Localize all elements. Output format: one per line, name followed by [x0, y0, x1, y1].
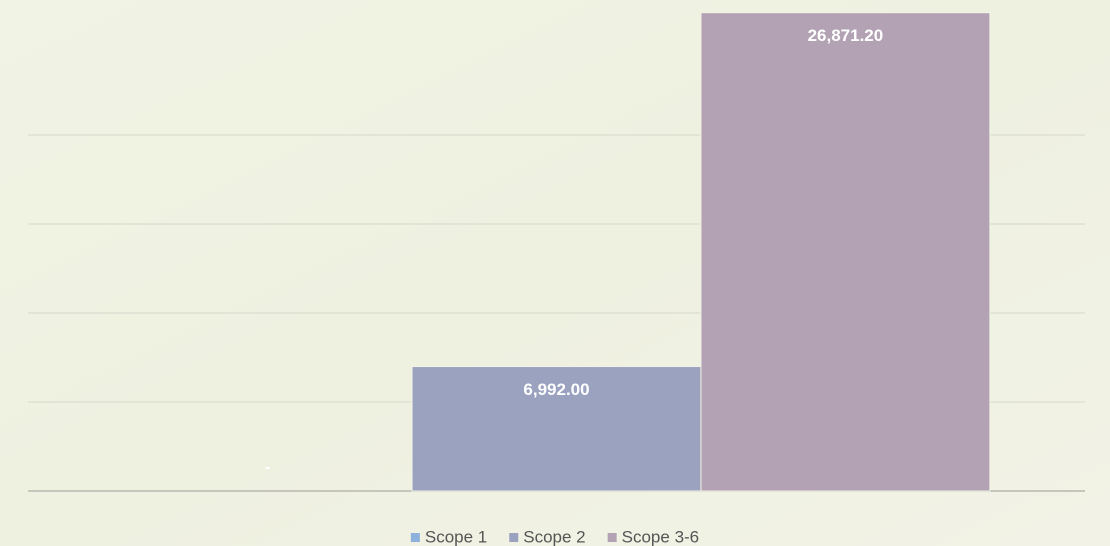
legend-swatch [410, 533, 420, 542]
value-label: 26,871.20 [808, 26, 884, 45]
value-label: - [265, 457, 271, 476]
bar [700, 12, 991, 492]
legend-label: Scope 1 [425, 527, 487, 546]
legend-label: Scope 3-6 [622, 527, 700, 546]
legend-label: Scope 2 [523, 527, 585, 546]
value-label: 6,992.00 [523, 380, 589, 399]
bar [411, 366, 702, 492]
legend-swatch [607, 533, 617, 542]
legend-swatch [509, 533, 519, 542]
